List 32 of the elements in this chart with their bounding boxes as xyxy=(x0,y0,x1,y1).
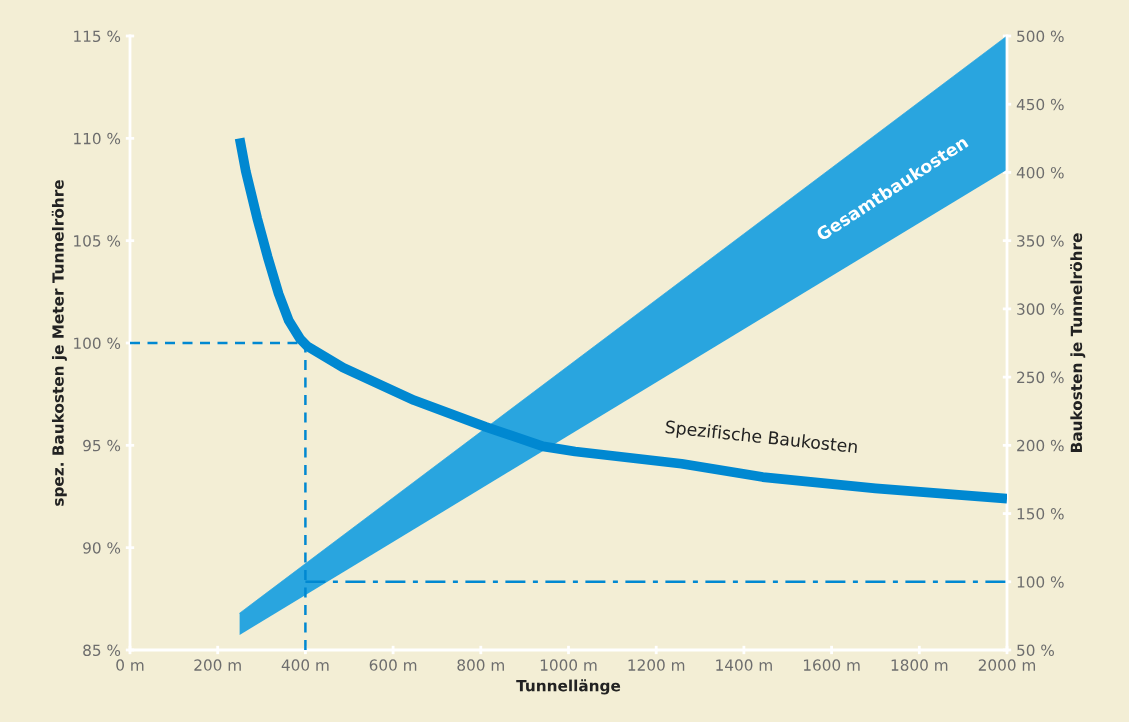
x-tick-label: 1200 m xyxy=(628,659,685,671)
x-tick-label: 0 m xyxy=(116,659,144,671)
y2-axis-title: Baukosten je Tunnelröhre xyxy=(1070,233,1086,452)
x-tick-label: 1400 m xyxy=(716,659,772,671)
x-tick-label: 800 m xyxy=(457,659,504,671)
x-tick-label: 1800 m xyxy=(891,659,948,671)
y-tick-label: 100 % xyxy=(74,337,121,350)
y2-tick-label: 200 % xyxy=(1017,439,1064,452)
y2-tick-label: 450 % xyxy=(1016,98,1064,111)
x-tick-label: 400 m xyxy=(281,659,329,671)
y-tick-label: 85 % xyxy=(83,644,121,657)
y-tick-label: 110 % xyxy=(74,132,121,145)
y-tick-label: 115 % xyxy=(74,30,121,43)
y2-tick-label: 250 % xyxy=(1017,371,1064,384)
x-tick-label: 1600 m xyxy=(803,659,860,671)
y2-tick-label: 50 % xyxy=(1017,644,1054,657)
y-tick-label: 90 % xyxy=(83,542,121,554)
y2-tick-label: 150 % xyxy=(1017,508,1064,520)
y2-tick-label: 500 % xyxy=(1017,30,1064,43)
text: Spezifische Baukosten xyxy=(664,419,858,457)
y-tick-label: 95 % xyxy=(83,439,121,452)
y2-tick-label: 350 % xyxy=(1017,235,1064,247)
y2-tick-label: 300 % xyxy=(1017,303,1064,315)
y-tick-label: 105 % xyxy=(74,235,121,247)
x-tick-label: 1000 m xyxy=(540,659,597,671)
x-tick-label: 2000 m xyxy=(978,659,1036,671)
x-tick-label: 600 m xyxy=(369,659,417,671)
y-axis-title: spez. Baukosten je Meter Tunnelröhre xyxy=(51,180,67,506)
y2-tick-label: 100 % xyxy=(1017,576,1064,588)
x-tick-label: 200 m xyxy=(194,659,241,671)
x-axis-title: Tunnellänge xyxy=(516,679,621,695)
y2-tick-label: 400 % xyxy=(1016,166,1064,179)
